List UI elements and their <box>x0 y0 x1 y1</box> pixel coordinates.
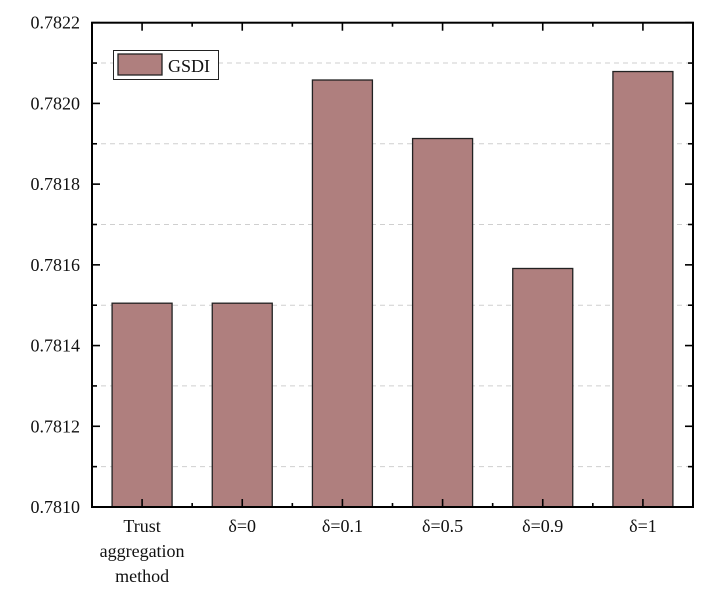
axes <box>91 21 694 508</box>
bar <box>111 302 173 508</box>
legend-label: GSDI <box>168 56 210 76</box>
x-category-label: δ=0.5 <box>422 516 463 536</box>
bar <box>612 70 674 508</box>
y-tick-label: 0.7810 <box>31 497 81 517</box>
x-category-label: δ=0.1 <box>322 516 363 536</box>
x-category-label: Trust <box>123 516 160 536</box>
bar <box>411 137 474 508</box>
y-tick-label: 0.7818 <box>31 174 81 194</box>
y-tick-label: 0.7814 <box>31 336 81 356</box>
x-category-label: aggregation <box>100 541 185 561</box>
gridlines <box>92 62 693 468</box>
y-tick-label: 0.7822 <box>31 13 81 33</box>
x-category-label: method <box>115 566 169 586</box>
y-tick-label: 0.7816 <box>31 255 81 275</box>
y-tick-labels: 0.7810 0.7812 0.7814 0.7816 0.7818 0.7820 0.78… <box>31 13 81 517</box>
bar <box>512 267 574 508</box>
y-tick-label: 0.7820 <box>31 93 81 113</box>
legend-swatch <box>117 53 163 76</box>
bar <box>211 302 273 508</box>
plot-frame <box>91 21 694 508</box>
x-category-label: δ=1 <box>629 516 657 536</box>
x-tick-labels: Trust aggregation method δ=0 δ=0.1 δ=0.5 δ=0.9… <box>100 516 657 586</box>
x-category-label: δ=0.9 <box>522 516 563 536</box>
bars <box>111 70 674 508</box>
x-category-label: δ=0 <box>228 516 256 536</box>
y-tick-label: 0.7812 <box>31 416 81 436</box>
bar <box>311 79 374 508</box>
legend: GSDI <box>113 50 219 80</box>
